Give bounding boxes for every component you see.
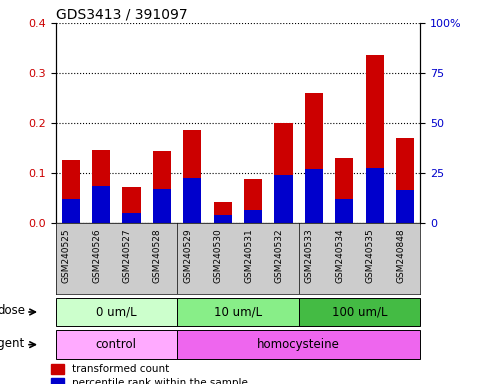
- Bar: [62, 199, 80, 223]
- Bar: [366, 168, 384, 223]
- Bar: [244, 210, 262, 223]
- Text: dose: dose: [0, 304, 25, 317]
- Text: 100 um/L: 100 um/L: [332, 306, 387, 318]
- Bar: [122, 213, 141, 223]
- Bar: [366, 56, 384, 223]
- Legend: transformed count, percentile rank within the sample: transformed count, percentile rank withi…: [51, 364, 248, 384]
- Bar: [244, 179, 262, 223]
- Bar: [396, 190, 414, 223]
- Text: GSM240530: GSM240530: [213, 228, 223, 283]
- Bar: [213, 215, 232, 223]
- Bar: [177, 298, 298, 326]
- Bar: [274, 175, 293, 223]
- Text: GSM240533: GSM240533: [305, 228, 314, 283]
- Bar: [183, 178, 201, 223]
- Bar: [56, 298, 177, 326]
- Bar: [153, 151, 171, 223]
- Text: 0 um/L: 0 um/L: [96, 306, 137, 318]
- Text: GSM240529: GSM240529: [183, 228, 192, 283]
- Text: GDS3413 / 391097: GDS3413 / 391097: [56, 8, 187, 22]
- Text: GSM240535: GSM240535: [366, 228, 375, 283]
- Text: agent: agent: [0, 337, 25, 350]
- Bar: [56, 330, 177, 359]
- Bar: [62, 161, 80, 223]
- Text: GSM240526: GSM240526: [92, 228, 101, 283]
- Text: GSM240534: GSM240534: [335, 228, 344, 283]
- Text: GSM240532: GSM240532: [274, 228, 284, 283]
- Bar: [335, 158, 354, 223]
- Bar: [274, 123, 293, 223]
- Bar: [183, 131, 201, 223]
- Text: control: control: [96, 338, 137, 351]
- Bar: [122, 187, 141, 223]
- Bar: [213, 202, 232, 223]
- Bar: [92, 186, 110, 223]
- Bar: [305, 169, 323, 223]
- Bar: [92, 151, 110, 223]
- Text: 10 um/L: 10 um/L: [214, 306, 262, 318]
- Text: GSM240528: GSM240528: [153, 228, 162, 283]
- Bar: [396, 138, 414, 223]
- Bar: [335, 199, 354, 223]
- Bar: [153, 189, 171, 223]
- Text: GSM240527: GSM240527: [123, 228, 131, 283]
- Text: homocysteine: homocysteine: [257, 338, 340, 351]
- Text: GSM240848: GSM240848: [396, 228, 405, 283]
- Bar: [298, 298, 420, 326]
- Text: GSM240531: GSM240531: [244, 228, 253, 283]
- Bar: [305, 93, 323, 223]
- Bar: [177, 330, 420, 359]
- Text: GSM240525: GSM240525: [62, 228, 71, 283]
